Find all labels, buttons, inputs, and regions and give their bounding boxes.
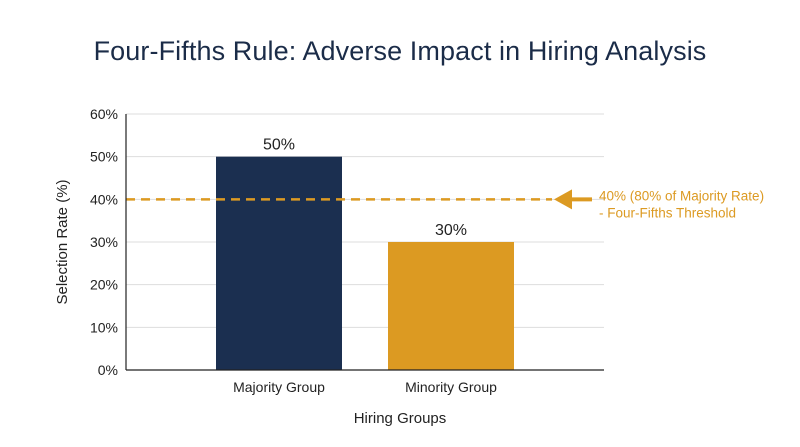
threshold-group: 40% (80% of Majority Rate) - Four-Fifths … (126, 188, 764, 220)
y-tick-label: 40% (90, 191, 118, 207)
threshold-annotation: 40% (80% of Majority Rate) (599, 188, 764, 203)
threshold-annotation: - Four-Fifths Threshold (599, 205, 736, 220)
x-tick-label: Minority Group (405, 379, 497, 395)
y-tick-label: 60% (90, 106, 118, 122)
arrow-left-icon (554, 189, 592, 210)
gridlines (126, 113, 604, 328)
bar-majority-group (216, 156, 342, 370)
y-tick-label: 50% (90, 149, 118, 165)
data-labels: 50% 30% (263, 137, 467, 239)
y-tick-labels: 0% 10% 20% 30% 40% 50% 60% (90, 106, 118, 378)
x-tick-label: Majority Group (233, 379, 325, 395)
arrow-head (554, 189, 572, 210)
y-tick-label: 10% (90, 319, 118, 335)
y-tick-label: 0% (98, 362, 118, 378)
y-axis-title: Selection Rate (%) (54, 179, 71, 304)
x-axis-title: Hiring Groups (354, 410, 447, 427)
data-label: 30% (435, 222, 467, 239)
y-tick-label: 20% (90, 277, 118, 293)
y-tick-label: 30% (90, 234, 118, 250)
bars (216, 156, 514, 370)
data-label: 50% (263, 137, 295, 154)
chart-title: Four-Fifths Rule: Adverse Impact in Hiri… (93, 36, 707, 66)
x-tick-labels: Majority Group Minority Group (233, 379, 497, 395)
bar-minority-group (388, 242, 514, 370)
